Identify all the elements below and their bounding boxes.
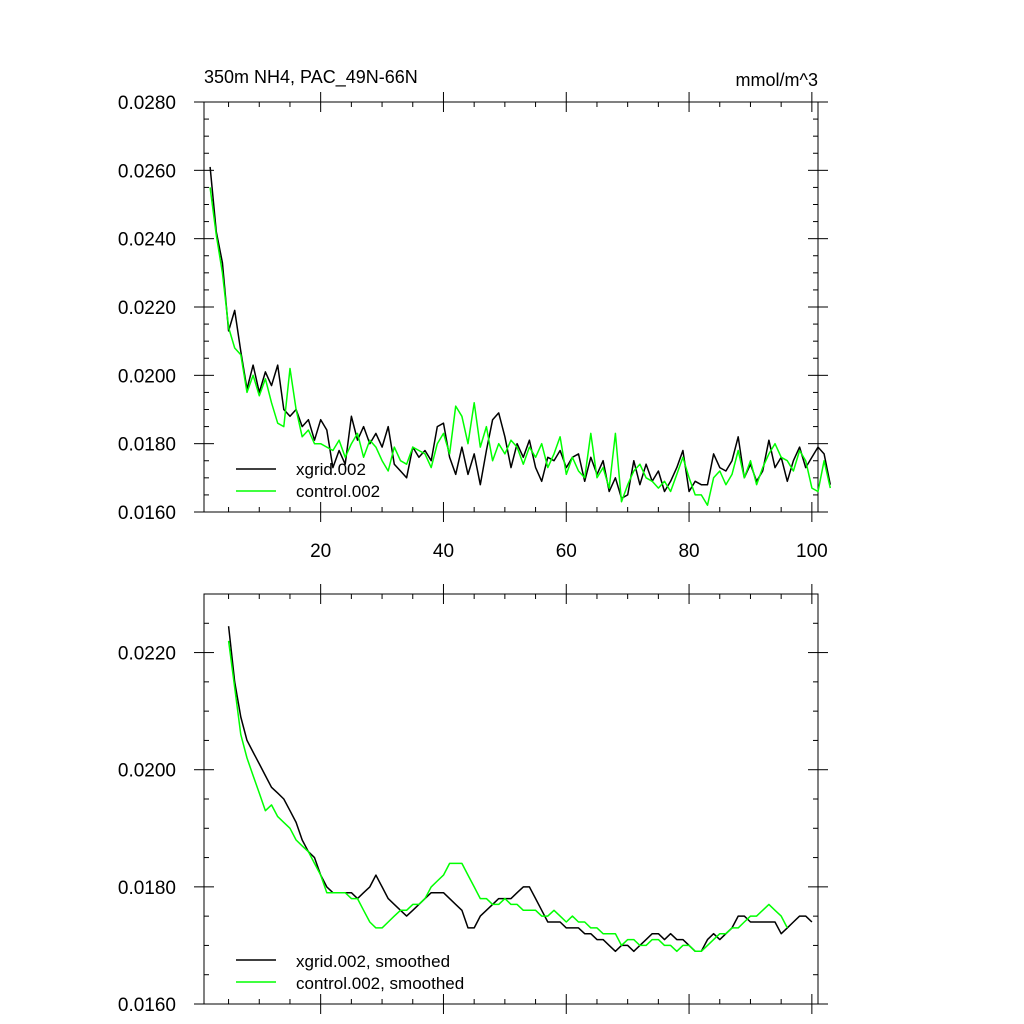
top-plot-frame — [203, 101, 819, 513]
top-ytick-label: 0.0260 — [118, 161, 176, 182]
top-panel: 20 40 60 80 100 0.0160 0.0180 0.0200 0.0220 0.024… — [118, 67, 832, 562]
top-left-title: 350m NH4, PAC_49N-66N — [204, 67, 418, 88]
bottom-ytick-label: 0.0160 — [118, 995, 176, 1016]
bottom-ytick-label: 0.0200 — [118, 761, 176, 782]
bottom-ytick-label: 0.0180 — [118, 878, 176, 899]
top-ytick-label: 0.0240 — [118, 230, 176, 251]
bottom-legend-label-control: control.002, smoothed — [296, 974, 464, 993]
bottom-legend: xgrid.002, smoothed control.002, smoothe… — [236, 952, 464, 993]
bottom-axis-ticks: 0.0160 0.0180 0.0200 0.0220 — [118, 584, 828, 1016]
top-xtick-label: 40 — [433, 541, 454, 562]
top-xtick-label: 80 — [678, 541, 699, 562]
top-right-title: mmol/m^3 — [736, 70, 818, 90]
top-ytick-label: 0.0160 — [118, 503, 176, 524]
top-xtick-label: 20 — [310, 541, 331, 562]
bottom-series-line-xgrid — [227, 626, 813, 953]
bottom-series-line-control — [227, 640, 788, 953]
top-legend-label-xgrid: xgrid.002 — [296, 460, 366, 479]
bottom-ytick-label: 0.0220 — [118, 644, 176, 665]
top-series-line-control — [209, 187, 832, 506]
bottom-legend-label-xgrid: xgrid.002, smoothed — [296, 952, 450, 971]
top-legend: xgrid.002 control.002 — [236, 460, 380, 501]
top-xtick-label: 100 — [796, 541, 828, 562]
top-ytick-label: 0.0220 — [118, 298, 176, 319]
bottom-plot-frame — [203, 593, 819, 1005]
top-axis-ticks: 20 40 60 80 100 0.0160 0.0180 0.0200 0.0220 0.024… — [118, 92, 828, 562]
top-series-line-xgrid — [209, 166, 832, 500]
bottom-panel: 0.0160 0.0180 0.0200 0.0220 xgrid.002, smoo… — [118, 584, 828, 1016]
top-ytick-label: 0.0180 — [118, 435, 176, 456]
top-ytick-label: 0.0280 — [118, 93, 176, 114]
top-series-lines — [209, 166, 832, 506]
bottom-series-lines — [227, 626, 813, 953]
top-legend-label-control: control.002 — [296, 482, 380, 501]
top-ytick-label: 0.0200 — [118, 366, 176, 387]
top-xtick-label: 60 — [556, 541, 577, 562]
